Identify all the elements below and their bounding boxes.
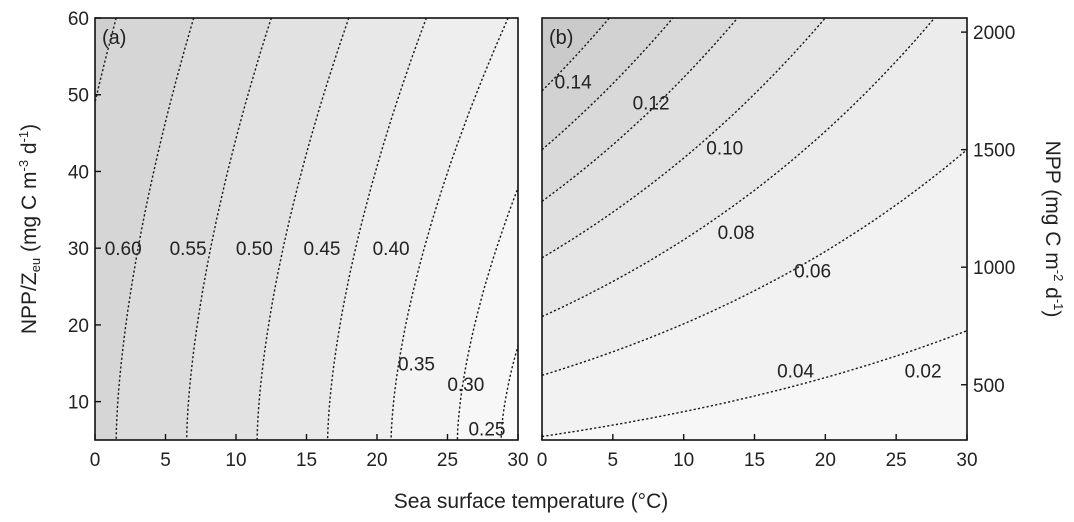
- b-ytick-label-1500: 1500: [973, 141, 1015, 162]
- b-band-4: [542, 18, 935, 317]
- a-contour-label-0.30: 0.30: [447, 375, 484, 396]
- a-ytick-label-30: 30: [68, 239, 89, 260]
- b-contour-lines: [542, 18, 967, 438]
- a-xtick-label-25: 25: [437, 450, 458, 471]
- a-band-0: [95, 18, 117, 103]
- a-xtick-label-30: 30: [507, 450, 528, 471]
- b-band-5: [542, 18, 967, 376]
- a-band-5: [327, 18, 509, 440]
- a-contour-0.35: [390, 18, 509, 440]
- a-ytick-label-60: 60: [68, 9, 89, 30]
- b-ytick-label-1000: 1000: [973, 258, 1015, 279]
- b-contour-label-0.10: 0.10: [706, 138, 743, 159]
- b-xtick-label-15: 15: [744, 450, 765, 471]
- a-ticks: 0 5 10 15 20 25 30 10 20 30 40 50 60: [68, 9, 529, 471]
- a-contour-0.40: [326, 18, 428, 440]
- b-contour-0.02: [542, 330, 967, 438]
- a-contour-label-0.40: 0.40: [373, 239, 410, 260]
- b-ticks: 0 5 10 15 20 25 30 500 1000 1500 2000: [537, 23, 1016, 471]
- a-contour-label-0.50: 0.50: [236, 239, 273, 260]
- b-xtick-label-30: 30: [956, 450, 977, 471]
- b-contour-label-0.08: 0.08: [718, 223, 755, 244]
- b-xtick-label-25: 25: [886, 450, 907, 471]
- a-contour-label-0.45: 0.45: [304, 239, 341, 260]
- b-contour-0.08: [542, 18, 827, 259]
- a-xtick-label-0: 0: [90, 450, 101, 471]
- a-contour-lines: [95, 18, 518, 440]
- panel-a: 0 5 10 15 20 25 30 10 20 30 40 50 60 0.60 0.55 0.50 0.4…: [16, 9, 529, 471]
- b-contour-label-0.14: 0.14: [555, 72, 592, 93]
- panel-b: 0 5 10 15 20 25 30 500 1000 1500 2000 0.14 0.12 0.10…: [537, 17, 1066, 471]
- a-xtick-label-5: 5: [160, 450, 171, 471]
- b-contour-label-0.04: 0.04: [777, 362, 814, 383]
- a-contour-label-0.25: 0.25: [468, 419, 505, 440]
- a-contour-labels: 0.60 0.55 0.50 0.45 0.40 0.35 0.30 0.25: [105, 239, 506, 440]
- x-axis-title: Sea surface temperature (°C): [394, 490, 669, 513]
- b-panel-label: (b): [549, 27, 573, 49]
- a-contour-0.30: [456, 185, 518, 440]
- b-xtick-label-10: 10: [673, 450, 694, 471]
- a-contour-label-0.60: 0.60: [105, 239, 142, 260]
- b-contour-labels: 0.14 0.12 0.10 0.08 0.06 0.04 0.02: [555, 72, 942, 382]
- a-contour-0.55: [115, 18, 195, 440]
- a-ytick-label-40: 40: [68, 162, 89, 183]
- b-ytick-label-500: 500: [973, 376, 1005, 397]
- a-band-4: [257, 18, 427, 440]
- a-contour-bands: [95, 18, 518, 440]
- a-ytick-label-10: 10: [68, 393, 89, 414]
- b-band-2: [542, 18, 738, 202]
- a-band-6: [391, 18, 518, 440]
- b-xtick-label-20: 20: [815, 450, 836, 471]
- a-xtick-label-20: 20: [366, 450, 387, 471]
- b-contour-label-0.12: 0.12: [633, 94, 670, 115]
- a-contour-0.45: [256, 18, 350, 440]
- b-contour-label-0.06: 0.06: [794, 262, 831, 283]
- a-xtick-label-15: 15: [296, 450, 317, 471]
- a-contour-label-0.55: 0.55: [170, 239, 207, 260]
- b-y-axis-title: NPP (mg C m-2 d-1): [1041, 141, 1066, 318]
- a-ytick-label-50: 50: [68, 86, 89, 107]
- a-xtick-label-10: 10: [225, 450, 246, 471]
- b-contour-bands: [542, 18, 967, 440]
- b-ytick-label-2000: 2000: [973, 23, 1015, 44]
- b-xtick-label-0: 0: [537, 450, 548, 471]
- a-contour-label-0.35: 0.35: [398, 354, 435, 375]
- b-band-0: [542, 18, 610, 91]
- b-contour-0.12: [542, 18, 674, 151]
- a-band-3: [186, 18, 349, 440]
- a-band-7: [457, 187, 518, 440]
- b-band-1: [542, 18, 673, 150]
- a-contour-0.50: [186, 18, 272, 440]
- b-band-6: [542, 149, 967, 437]
- b-band-3: [542, 18, 826, 258]
- a-panel-label: (a): [102, 27, 126, 49]
- a-ytick-label-20: 20: [68, 316, 89, 337]
- b-band-7: [542, 330, 967, 440]
- b-contour-0.04: [542, 149, 967, 376]
- b-contour-label-0.02: 0.02: [905, 362, 942, 383]
- a-band-2: [116, 18, 272, 440]
- a-band-8: [501, 345, 518, 440]
- b-xtick-label-5: 5: [608, 450, 619, 471]
- a-band-1: [95, 18, 194, 440]
- a-y-axis-title: NPP/Zeu (mg C m-3 d-1): [16, 124, 43, 334]
- b-contour-0.06: [542, 18, 936, 318]
